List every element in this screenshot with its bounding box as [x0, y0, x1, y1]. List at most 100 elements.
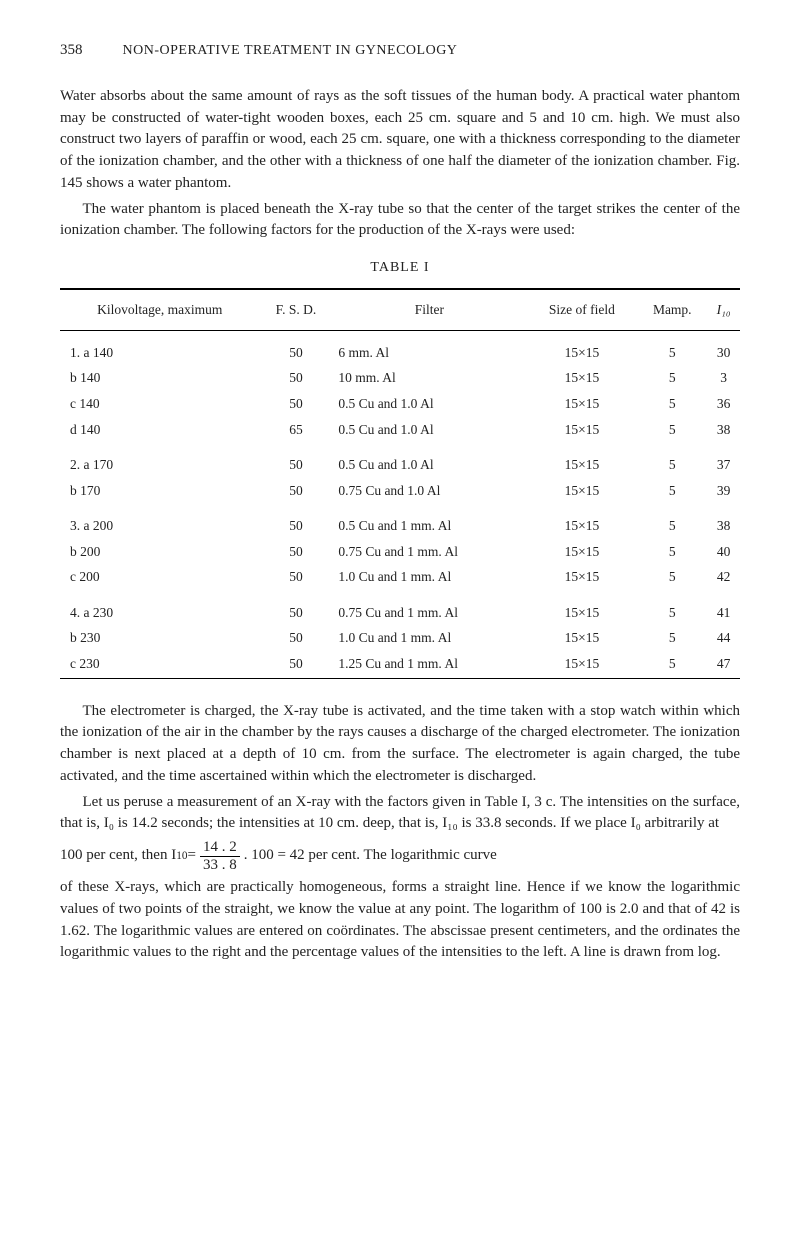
cell-fsd: 50 [260, 591, 333, 626]
cell-label: d 140 [60, 417, 260, 444]
table-row: d 140650.5 Cu and 1.0 Al15×15538 [60, 417, 740, 444]
cell-label: c 140 [60, 391, 260, 417]
table-row: 1. a 140506 mm. Al15×15530 [60, 330, 740, 365]
cell-mamp: 5 [637, 625, 707, 651]
cell-i10: 40 [707, 539, 740, 565]
cell-label: 1. a 140 [60, 330, 260, 365]
cell-label: b 170 [60, 478, 260, 505]
cell-field: 15×15 [527, 330, 638, 365]
cell-fsd: 50 [260, 330, 333, 365]
cell-field: 15×15 [527, 443, 638, 478]
cell-fsd: 50 [260, 651, 333, 678]
eq-sub: 10 [176, 848, 187, 864]
table-header-field: Size of field [527, 289, 638, 330]
cell-i10: 3 [707, 365, 740, 391]
cell-field: 15×15 [527, 365, 638, 391]
cell-filter: 1.0 Cu and 1 mm. Al [332, 564, 526, 591]
cell-label: 3. a 200 [60, 504, 260, 539]
cell-i10: 44 [707, 625, 740, 651]
cell-fsd: 50 [260, 564, 333, 591]
cell-mamp: 5 [637, 417, 707, 444]
cell-label: b 200 [60, 539, 260, 565]
cell-label: 4. a 230 [60, 591, 260, 626]
table-title: TABLE I [60, 258, 740, 278]
cell-mamp: 5 [637, 365, 707, 391]
cell-filter: 0.5 Cu and 1.0 Al [332, 391, 526, 417]
cell-field: 15×15 [527, 417, 638, 444]
cell-field: 15×15 [527, 625, 638, 651]
cell-label: c 200 [60, 564, 260, 591]
cell-fsd: 50 [260, 504, 333, 539]
cell-filter: 0.5 Cu and 1.0 Al [332, 443, 526, 478]
cell-field: 15×15 [527, 564, 638, 591]
table-row: 2. a 170500.5 Cu and 1.0 Al15×15537 [60, 443, 740, 478]
cell-fsd: 50 [260, 539, 333, 565]
table-header-mamp: Mamp. [637, 289, 707, 330]
data-table: Kilovoltage, maximum F. S. D. Filter Siz… [60, 288, 740, 678]
table-row: 3. a 200500.5 Cu and 1 mm. Al15×15538 [60, 504, 740, 539]
table-header-i10: I₁₀ [707, 289, 740, 330]
cell-i10: 47 [707, 651, 740, 678]
table-row: b 170500.75 Cu and 1.0 Al15×15539 [60, 478, 740, 505]
cell-mamp: 5 [637, 539, 707, 565]
paragraph-1: Water absorbs about the same amount of r… [60, 86, 740, 195]
cell-i10: 30 [707, 330, 740, 365]
cell-i10: 37 [707, 443, 740, 478]
cell-fsd: 50 [260, 365, 333, 391]
eq-equals1: = [187, 845, 195, 867]
cell-filter: 0.75 Cu and 1.0 Al [332, 478, 526, 505]
paragraph-4a: Let us peruse a measurement of an X-ray … [60, 792, 740, 836]
cell-field: 15×15 [527, 591, 638, 626]
cell-mamp: 5 [637, 478, 707, 505]
cell-mamp: 5 [637, 391, 707, 417]
cell-i10: 41 [707, 591, 740, 626]
page-header: 358 NON-OPERATIVE TREATMENT IN GYNECOLOG… [60, 40, 740, 62]
cell-label: b 230 [60, 625, 260, 651]
cell-filter: 0.75 Cu and 1 mm. Al [332, 539, 526, 565]
cell-i10: 39 [707, 478, 740, 505]
cell-label: c 230 [60, 651, 260, 678]
table-body: 1. a 140506 mm. Al15×15530b 1405010 mm. … [60, 330, 740, 678]
page-number: 358 [60, 40, 83, 62]
table-row: c 230501.25 Cu and 1 mm. Al15×15547 [60, 651, 740, 678]
equation-line: 100 per cent, then I10 = 14 . 2 33 . 8 .… [60, 839, 740, 873]
cell-field: 15×15 [527, 539, 638, 565]
cell-mamp: 5 [637, 564, 707, 591]
fraction-denominator: 33 . 8 [200, 857, 240, 874]
table-header-kilovoltage: Kilovoltage, maximum [60, 289, 260, 330]
cell-field: 15×15 [527, 651, 638, 678]
paragraph-4b: of these X-rays, which are practically h… [60, 877, 740, 964]
cell-filter: 6 mm. Al [332, 330, 526, 365]
cell-i10: 36 [707, 391, 740, 417]
cell-field: 15×15 [527, 391, 638, 417]
paragraph-3: The electrometer is charged, the X-ray t… [60, 701, 740, 788]
cell-i10: 38 [707, 504, 740, 539]
cell-label: 2. a 170 [60, 443, 260, 478]
table-row: c 200501.0 Cu and 1 mm. Al15×15542 [60, 564, 740, 591]
cell-mamp: 5 [637, 504, 707, 539]
fraction-numerator: 14 . 2 [200, 839, 240, 857]
cell-fsd: 50 [260, 443, 333, 478]
table-header-row: Kilovoltage, maximum F. S. D. Filter Siz… [60, 289, 740, 330]
eq-right: . 100 = 42 per cent. The logarithmic cur… [244, 845, 497, 867]
cell-filter: 1.25 Cu and 1 mm. Al [332, 651, 526, 678]
cell-label: b 140 [60, 365, 260, 391]
table-row: b 230501.0 Cu and 1 mm. Al15×15544 [60, 625, 740, 651]
table-row: c 140500.5 Cu and 1.0 Al15×15536 [60, 391, 740, 417]
paragraph-2: The water phantom is placed beneath the … [60, 199, 740, 243]
cell-i10: 38 [707, 417, 740, 444]
eq-left: 100 per cent, then I [60, 845, 176, 867]
table-row: b 1405010 mm. Al15×1553 [60, 365, 740, 391]
cell-mamp: 5 [637, 651, 707, 678]
cell-filter: 0.75 Cu and 1 mm. Al [332, 591, 526, 626]
cell-filter: 0.5 Cu and 1 mm. Al [332, 504, 526, 539]
cell-field: 15×15 [527, 478, 638, 505]
table-header-fsd: F. S. D. [260, 289, 333, 330]
cell-fsd: 50 [260, 391, 333, 417]
fraction: 14 . 2 33 . 8 [200, 839, 240, 873]
table-header-filter: Filter [332, 289, 526, 330]
cell-filter: 10 mm. Al [332, 365, 526, 391]
cell-mamp: 5 [637, 330, 707, 365]
cell-filter: 1.0 Cu and 1 mm. Al [332, 625, 526, 651]
cell-mamp: 5 [637, 443, 707, 478]
